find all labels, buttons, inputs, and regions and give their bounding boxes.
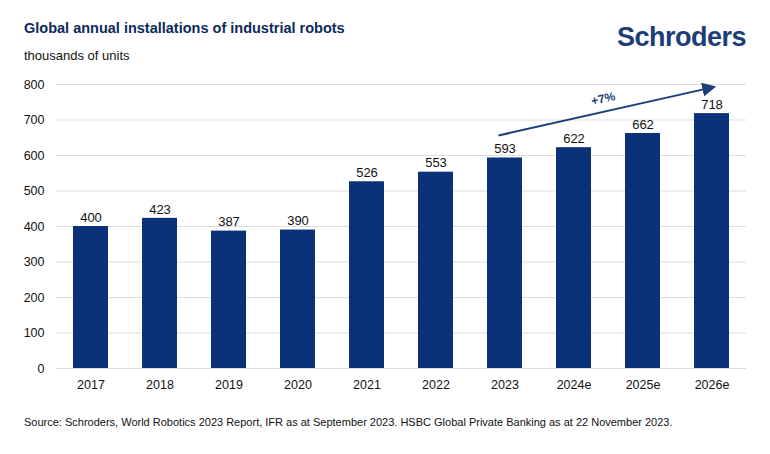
svg-text:100: 100: [24, 326, 45, 340]
svg-text:2026e: 2026e: [695, 378, 730, 392]
svg-text:0: 0: [38, 362, 45, 376]
svg-text:400: 400: [24, 220, 45, 234]
svg-text:2020: 2020: [284, 378, 312, 392]
svg-text:800: 800: [24, 78, 45, 92]
svg-text:387: 387: [218, 214, 240, 229]
svg-text:2023: 2023: [491, 378, 519, 392]
svg-text:2019: 2019: [215, 378, 243, 392]
svg-text:553: 553: [425, 155, 447, 170]
svg-text:526: 526: [356, 165, 378, 180]
html-text:Source: Schroders, World Robot: Source: Schroders, World Robotics 2023 R…: [24, 416, 673, 428]
svg-text:+7%: +7%: [590, 89, 617, 108]
svg-text:300: 300: [24, 255, 45, 269]
svg-text:2022: 2022: [422, 378, 450, 392]
html-text:Global annual installations of: Global annual installations of industria…: [24, 20, 345, 36]
svg-text:718: 718: [701, 97, 723, 112]
svg-text:500: 500: [24, 184, 45, 198]
svg-text:2025e: 2025e: [626, 378, 661, 392]
svg-text:2024e: 2024e: [557, 378, 592, 392]
svg-text:400: 400: [80, 210, 102, 225]
html-text:thousands of units: thousands of units: [24, 48, 130, 63]
svg-text:200: 200: [24, 291, 45, 305]
svg-text:2017: 2017: [77, 378, 105, 392]
svg-text:2021: 2021: [353, 378, 381, 392]
svg-text:700: 700: [24, 113, 45, 127]
svg-text:622: 622: [563, 131, 585, 146]
svg-text:600: 600: [24, 149, 45, 163]
html-text:Schroders: Schroders: [616, 22, 746, 52]
svg-text:423: 423: [149, 201, 171, 216]
svg-text:390: 390: [287, 213, 309, 228]
svg-text:662: 662: [632, 117, 654, 132]
svg-text:593: 593: [494, 141, 516, 156]
svg-text:2018: 2018: [146, 378, 174, 392]
